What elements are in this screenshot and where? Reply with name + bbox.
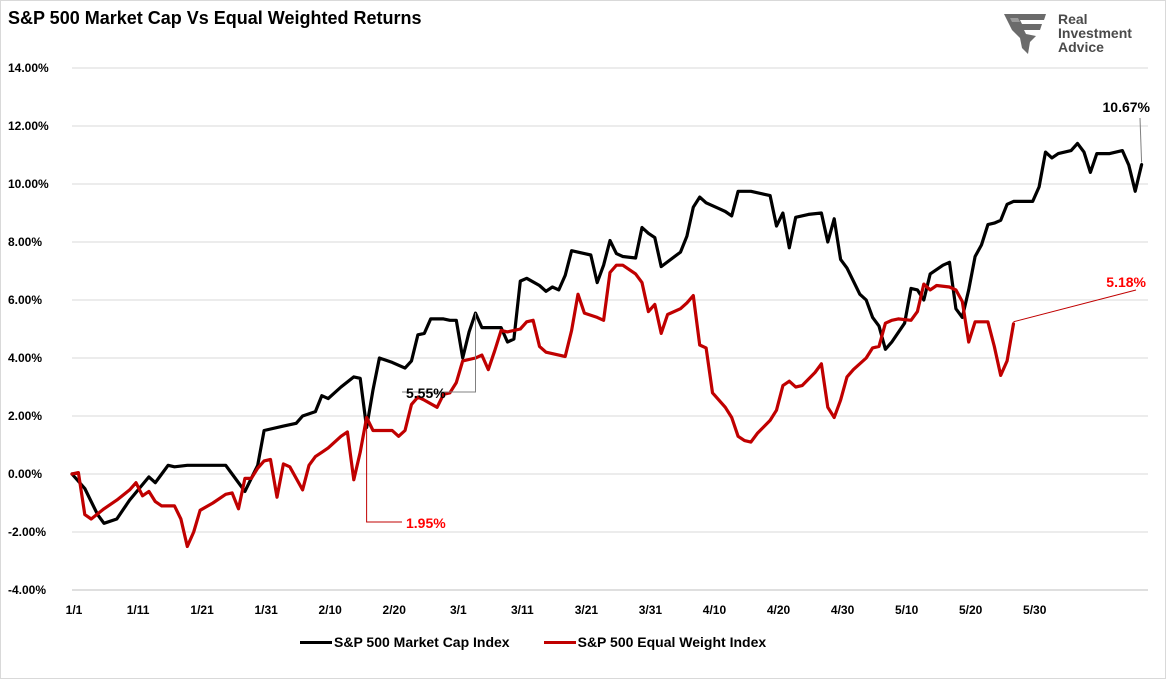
chart-title: S&P 500 Market Cap Vs Equal Weighted Ret… <box>8 8 422 28</box>
logo-text: Real Investment Advice <box>1058 12 1132 54</box>
legend-item-market-cap: S&P 500 Market Cap Index <box>300 634 510 650</box>
annotation-label: 5.55% <box>406 385 446 401</box>
series-line-equal-weight <box>70 263 1016 549</box>
legend-label-equal-weight: S&P 500 Equal Weight Index <box>577 634 767 650</box>
x-tick-label: 2/10 <box>319 603 343 617</box>
x-tick-label: 2/20 <box>383 603 407 617</box>
x-tick-label: 3/31 <box>639 603 663 617</box>
annotation-leader <box>1013 289 1137 323</box>
y-tick-label: 2.00% <box>8 409 42 423</box>
annotations: 5.55% 1.95% 10.67% 5.18% <box>366 99 1151 531</box>
x-tick-label: 1/21 <box>190 603 214 617</box>
x-tick-label: 3/11 <box>511 603 534 617</box>
logo-line-1: Real <box>1058 11 1088 27</box>
y-tick-label: -2.00% <box>8 525 46 539</box>
x-axis-ticks: 1/1 1/11 1/21 1/31 2/10 2/20 3/1 3/11 3/21 3/31 4/… <box>66 603 1047 617</box>
y-tick-label: -4.00% <box>8 583 46 597</box>
legend-item-equal-weight: S&P 500 Equal Weight Index <box>543 634 767 650</box>
annotation-leader <box>1139 117 1143 163</box>
y-axis-ticks: -4.00% -2.00% 0.00% 2.00% 4.00% 6.00% 8.00% 10.… <box>8 61 49 597</box>
legend-swatch-market-cap <box>300 640 332 644</box>
eagle-logo-icon <box>1004 14 1046 54</box>
x-tick-label: 4/20 <box>767 603 791 617</box>
legend: S&P 500 Market Cap Index S&P 500 Equal W… <box>300 634 766 650</box>
y-tick-label: 14.00% <box>8 61 49 75</box>
annotation-label: 5.18% <box>1106 274 1146 290</box>
legend-swatch-equal-weight <box>543 640 576 644</box>
y-tick-label: 12.00% <box>8 119 49 133</box>
annotation-label: 1.95% <box>406 515 446 531</box>
x-tick-label: 5/30 <box>1023 603 1047 617</box>
y-tick-label: 0.00% <box>8 467 42 481</box>
annotation-label: 10.67% <box>1103 99 1151 115</box>
y-tick-label: 10.00% <box>8 177 49 191</box>
annotation-leader <box>366 417 402 523</box>
x-tick-label: 3/1 <box>450 603 467 617</box>
logo-line-3: Advice <box>1058 39 1104 55</box>
y-tick-label: 6.00% <box>8 293 42 307</box>
annotation-leader <box>402 313 476 393</box>
logo-line-2: Investment <box>1058 25 1132 41</box>
y-tick-label: 4.00% <box>8 351 42 365</box>
x-tick-label: 3/21 <box>575 603 599 617</box>
x-tick-label: 4/10 <box>703 603 727 617</box>
series-line-market-cap <box>70 141 1144 525</box>
x-tick-label: 5/20 <box>959 603 983 617</box>
x-tick-label: 4/30 <box>831 603 855 617</box>
x-tick-label: 1/11 <box>127 603 150 617</box>
y-tick-label: 8.00% <box>8 235 42 249</box>
legend-label-market-cap: S&P 500 Market Cap Index <box>334 634 510 650</box>
x-tick-label: 1/1 <box>66 603 83 617</box>
x-tick-label: 1/31 <box>254 603 278 617</box>
x-tick-label: 5/10 <box>895 603 919 617</box>
series-lines <box>70 141 1144 549</box>
logo: Real Investment Advice <box>1000 8 1150 60</box>
gridlines <box>72 67 1148 591</box>
